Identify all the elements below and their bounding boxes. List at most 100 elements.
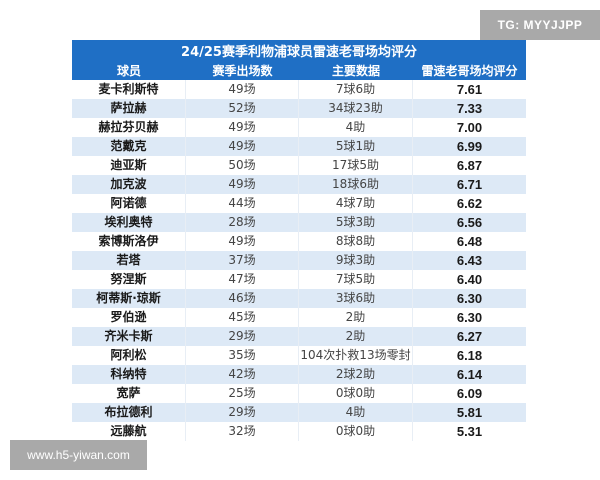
player-name-cell: 努涅斯 xyxy=(72,270,186,289)
player-name-cell: 阿利松 xyxy=(72,346,186,365)
table-row: 加克波 49场 18球6助 6.71 xyxy=(72,175,526,194)
table-row: 科纳特 42场 2球2助 6.14 xyxy=(72,365,526,384)
table-row: 索博斯洛伊 49场 8球8助 6.48 xyxy=(72,232,526,251)
main-stats-cell: 7球6助 xyxy=(299,80,413,99)
player-name-cell: 齐米卡斯 xyxy=(72,327,186,346)
main-stats-cell: 4助 xyxy=(299,118,413,137)
table-row: 埃利奥特 28场 5球3助 6.56 xyxy=(72,213,526,232)
appearances-cell: 42场 xyxy=(186,365,299,384)
table-row: 阿诺德 44场 4球7助 6.62 xyxy=(72,194,526,213)
main-stats-cell: 34球23助 xyxy=(299,99,413,118)
table-row: 迪亚斯 50场 17球5助 6.87 xyxy=(72,156,526,175)
main-stats-cell: 4球7助 xyxy=(299,194,413,213)
player-name-cell: 阿诺德 xyxy=(72,194,186,213)
main-stats-cell: 2球2助 xyxy=(299,365,413,384)
appearances-cell: 49场 xyxy=(186,137,299,156)
avg-rating-cell: 6.09 xyxy=(456,386,483,401)
main-stats-cell: 0球0助 xyxy=(299,422,413,441)
avg-rating-cell: 6.43 xyxy=(456,253,483,268)
table-header-row: 球员 赛季出场数 主要数据 雷速老哥场均评分 xyxy=(72,60,526,80)
appearances-cell: 49场 xyxy=(186,118,299,137)
appearances-cell: 32场 xyxy=(186,422,299,441)
main-stats-cell: 2助 xyxy=(299,308,413,327)
main-stats-cell: 7球5助 xyxy=(299,270,413,289)
appearances-cell: 49场 xyxy=(186,232,299,251)
main-stats-cell: 4助 xyxy=(299,403,413,422)
appearances-cell: 46场 xyxy=(186,289,299,308)
table-row: 柯蒂斯·琼斯 46场 3球6助 6.30 xyxy=(72,289,526,308)
table-row: 赫拉芬贝赫 49场 4助 7.00 xyxy=(72,118,526,137)
appearances-cell: 25场 xyxy=(186,384,299,403)
table-row: 努涅斯 47场 7球5助 6.40 xyxy=(72,270,526,289)
appearances-cell: 29场 xyxy=(186,327,299,346)
avg-rating-cell: 6.48 xyxy=(456,234,483,249)
avg-rating-cell: 6.18 xyxy=(456,348,483,363)
appearances-cell: 50场 xyxy=(186,156,299,175)
table-row: 范戴克 49场 5球1助 6.99 xyxy=(72,137,526,156)
appearances-cell: 49场 xyxy=(186,175,299,194)
avg-rating-cell: 6.71 xyxy=(456,177,483,192)
table-row: 远藤航 32场 0球0助 5.31 xyxy=(72,422,526,441)
player-name-cell: 迪亚斯 xyxy=(72,156,186,175)
avg-rating-cell: 5.31 xyxy=(456,424,483,439)
avg-rating-cell: 7.33 xyxy=(456,101,483,116)
table-row: 布拉德利 29场 4助 5.81 xyxy=(72,403,526,422)
main-stats-cell: 17球5助 xyxy=(299,156,413,175)
header-main-stats: 主要数据 xyxy=(331,63,380,78)
main-stats-cell: 0球0助 xyxy=(299,384,413,403)
player-name-cell: 范戴克 xyxy=(72,137,186,156)
avg-rating-cell: 6.40 xyxy=(456,272,483,287)
main-stats-cell: 3球6助 xyxy=(299,289,413,308)
tg-watermark: TG: MYYJJPP xyxy=(480,10,600,40)
player-name-cell: 索博斯洛伊 xyxy=(72,232,186,251)
appearances-cell: 44场 xyxy=(186,194,299,213)
player-name-cell: 布拉德利 xyxy=(72,403,186,422)
player-name-cell: 若塔 xyxy=(72,251,186,270)
avg-rating-cell: 5.81 xyxy=(456,405,483,420)
player-name-cell: 罗伯逊 xyxy=(72,308,186,327)
avg-rating-cell: 6.99 xyxy=(456,139,483,154)
player-name-cell: 赫拉芬贝赫 xyxy=(72,118,186,137)
header-avg-rating: 雷速老哥场均评分 xyxy=(421,63,518,78)
table-row: 若塔 37场 9球3助 6.43 xyxy=(72,251,526,270)
player-name-cell: 柯蒂斯·琼斯 xyxy=(72,289,186,308)
avg-rating-cell: 7.61 xyxy=(456,82,483,97)
table-row: 罗伯逊 45场 2助 6.30 xyxy=(72,308,526,327)
appearances-cell: 29场 xyxy=(186,403,299,422)
table-row: 麦卡利斯特 49场 7球6助 7.61 xyxy=(72,80,526,99)
appearances-cell: 47场 xyxy=(186,270,299,289)
appearances-cell: 52场 xyxy=(186,99,299,118)
main-stats-cell: 2助 xyxy=(299,327,413,346)
avg-rating-cell: 6.62 xyxy=(456,196,483,211)
table-row: 阿利松 35场 104次扑救13场零封 6.18 xyxy=(72,346,526,365)
avg-rating-cell: 6.30 xyxy=(456,310,483,325)
table-body: 麦卡利斯特 49场 7球6助 7.61 萨拉赫 52场 34球23助 7.33 赫拉芬贝赫 49场… xyxy=(72,80,526,441)
url-watermark: www.h5-yiwan.com xyxy=(10,440,147,470)
main-stats-cell: 5球3助 xyxy=(299,213,413,232)
table-title: 24/25赛季利物浦球员雷速老哥场均评分 xyxy=(72,40,526,60)
player-name-cell: 宽萨 xyxy=(72,384,186,403)
appearances-cell: 45场 xyxy=(186,308,299,327)
main-stats-cell: 18球6助 xyxy=(299,175,413,194)
player-name-cell: 远藤航 xyxy=(72,422,186,441)
player-name-cell: 麦卡利斯特 xyxy=(72,80,186,99)
header-player: 球员 xyxy=(116,63,141,78)
table-row: 萨拉赫 52场 34球23助 7.33 xyxy=(72,99,526,118)
avg-rating-cell: 6.14 xyxy=(456,367,483,382)
appearances-cell: 37场 xyxy=(186,251,299,270)
avg-rating-cell: 6.87 xyxy=(456,158,483,173)
main-stats-cell: 5球1助 xyxy=(299,137,413,156)
main-stats-cell: 9球3助 xyxy=(299,251,413,270)
table-row: 宽萨 25场 0球0助 6.09 xyxy=(72,384,526,403)
appearances-cell: 28场 xyxy=(186,213,299,232)
avg-rating-cell: 7.00 xyxy=(456,120,483,135)
player-name-cell: 加克波 xyxy=(72,175,186,194)
appearances-cell: 49场 xyxy=(186,80,299,99)
ratings-table: 24/25赛季利物浦球员雷速老哥场均评分 球员 赛季出场数 主要数据 雷速老哥场… xyxy=(72,40,526,441)
table-row: 齐米卡斯 29场 2助 6.27 xyxy=(72,327,526,346)
main-stats-cell: 8球8助 xyxy=(299,232,413,251)
avg-rating-cell: 6.27 xyxy=(456,329,483,344)
avg-rating-cell: 6.30 xyxy=(456,291,483,306)
player-name-cell: 科纳特 xyxy=(72,365,186,384)
player-name-cell: 埃利奥特 xyxy=(72,213,186,232)
